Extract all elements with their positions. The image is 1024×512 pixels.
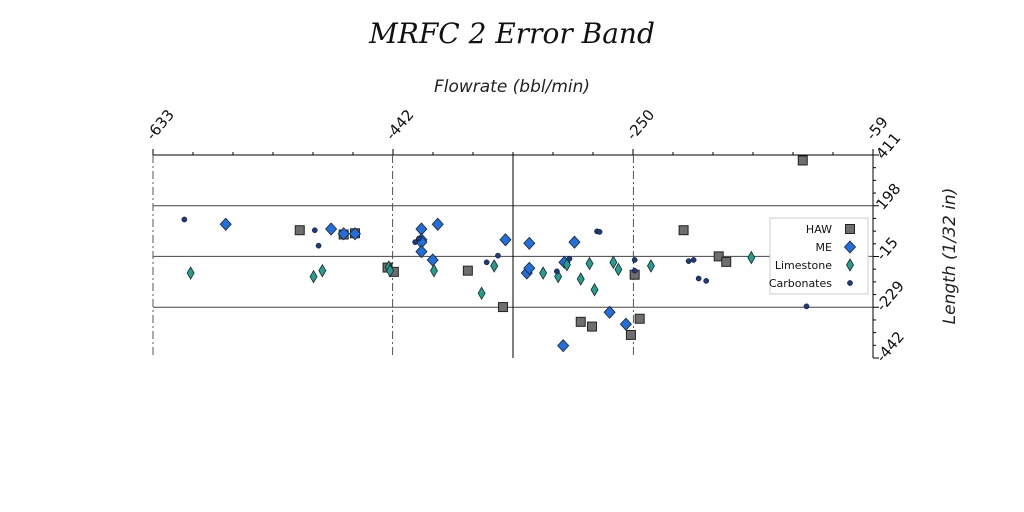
limestone-point bbox=[477, 286, 486, 301]
x-tick-label: -633 bbox=[142, 106, 178, 144]
legend-label: HAW bbox=[806, 223, 832, 236]
haw-point bbox=[713, 251, 724, 262]
limestone-point bbox=[576, 272, 585, 286]
limestone-point bbox=[386, 263, 395, 278]
haw-point bbox=[634, 313, 645, 324]
carbonates-point bbox=[554, 268, 560, 275]
me-point bbox=[337, 227, 350, 241]
limestone-point bbox=[647, 259, 655, 273]
limestone-point bbox=[609, 255, 618, 270]
data-points bbox=[181, 155, 810, 353]
me-point bbox=[219, 217, 232, 231]
legend-marker bbox=[846, 258, 854, 272]
y-tick-label: -15 bbox=[872, 234, 902, 264]
y-tick-label: -229 bbox=[872, 277, 908, 315]
haw-point bbox=[575, 316, 586, 327]
me-point bbox=[568, 235, 581, 249]
carbonates-point bbox=[412, 239, 419, 245]
x-tick-label: -250 bbox=[623, 106, 659, 144]
carbonates-point bbox=[690, 257, 697, 263]
legend-label: Carbonates bbox=[769, 277, 832, 290]
me-point bbox=[557, 339, 570, 353]
limestone-point bbox=[614, 262, 623, 277]
carbonates-point bbox=[596, 229, 603, 235]
haw-point bbox=[294, 225, 305, 236]
y-tick-label: 198 bbox=[872, 180, 904, 214]
haw-point bbox=[497, 302, 508, 313]
carbonates-point bbox=[803, 303, 810, 310]
limestone-point bbox=[318, 263, 327, 278]
carbonates-point bbox=[685, 258, 692, 264]
me-point bbox=[603, 305, 616, 319]
haw-point bbox=[678, 225, 689, 236]
limestone-point bbox=[539, 266, 548, 280]
legend-marker bbox=[843, 240, 857, 254]
carbonates-point bbox=[631, 267, 638, 274]
chart-title: MRFC 2 Error Band bbox=[368, 17, 655, 50]
legend-marker bbox=[845, 224, 855, 234]
me-point bbox=[523, 236, 536, 250]
carbonates-point bbox=[495, 252, 501, 259]
carbonates-point bbox=[695, 275, 702, 282]
carbonates-point bbox=[315, 242, 322, 249]
me-point bbox=[431, 217, 444, 231]
haw-point bbox=[797, 155, 808, 166]
haw-point bbox=[721, 256, 732, 267]
limestone-point bbox=[590, 282, 599, 297]
y-tick-label: -442 bbox=[872, 328, 908, 366]
me-point bbox=[619, 317, 632, 331]
carbonates-point bbox=[566, 255, 573, 262]
haw-point bbox=[587, 321, 598, 332]
carbonates-point bbox=[181, 216, 188, 223]
me-point bbox=[499, 233, 512, 247]
me-point bbox=[415, 245, 428, 259]
y-axis-label: Length (1/32 in) bbox=[940, 188, 960, 325]
plot-area bbox=[152, 154, 874, 358]
legend: HAW ME Limestone Carbonates bbox=[769, 217, 869, 295]
limestone-point bbox=[490, 259, 499, 273]
me-point bbox=[523, 261, 536, 275]
limestone-point bbox=[430, 263, 438, 278]
carbonates-point bbox=[483, 259, 490, 266]
limestone-point bbox=[585, 256, 594, 271]
limestone-point bbox=[309, 269, 318, 284]
carbonates-point bbox=[416, 235, 422, 242]
legend-marker bbox=[847, 280, 853, 286]
carbonates-point bbox=[311, 227, 318, 234]
legend-label: ME bbox=[816, 241, 832, 254]
haw-point bbox=[625, 329, 636, 340]
legend-label: Limestone bbox=[775, 259, 832, 272]
limestone-point bbox=[562, 257, 571, 272]
haw-point bbox=[462, 265, 473, 276]
carbonates-point bbox=[631, 257, 638, 263]
me-point bbox=[348, 227, 361, 241]
me-point bbox=[325, 222, 338, 236]
x-tick-label: -442 bbox=[382, 106, 418, 144]
carbonates-point bbox=[703, 278, 710, 284]
x-axis-label: Flowrate (bbl/min) bbox=[434, 77, 590, 97]
limestone-point bbox=[747, 250, 756, 265]
me-point bbox=[426, 253, 439, 267]
limestone-point bbox=[186, 266, 195, 280]
